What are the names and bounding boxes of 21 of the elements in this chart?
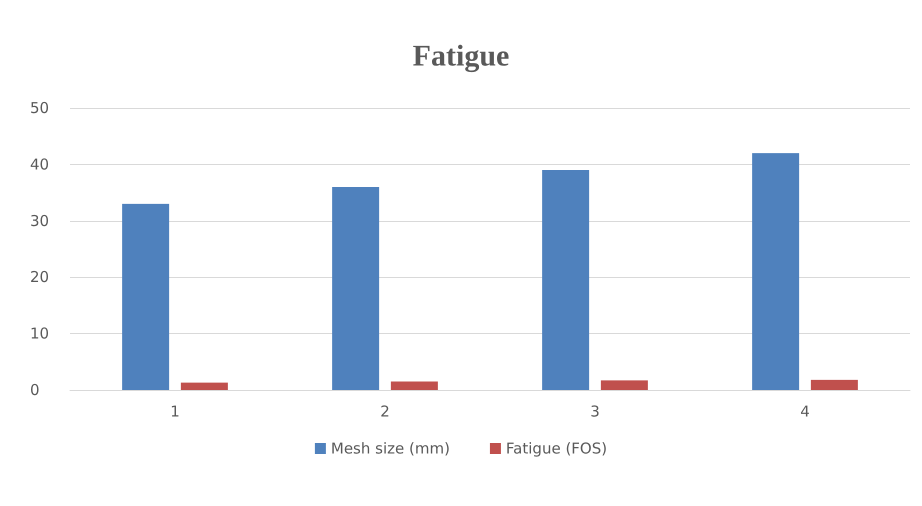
chart-title: Fatigue [412, 40, 510, 72]
bar [542, 170, 590, 390]
x-tick-label: 2 [380, 402, 390, 420]
legend-label: Mesh size (mm) [330, 440, 450, 458]
bar [600, 380, 648, 390]
y-tick-label: 0 [30, 381, 40, 399]
x-tick-label: 1 [170, 402, 180, 420]
y-tick-label: 50 [30, 99, 50, 117]
x-tick-label: 3 [590, 402, 600, 420]
bar [180, 382, 228, 390]
x-tick-label: 4 [800, 402, 810, 420]
y-tick-label: 10 [30, 324, 50, 343]
y-tick-label: 30 [30, 212, 50, 230]
bar [332, 186, 380, 390]
y-tick-label: 20 [30, 268, 50, 286]
y-tick-label: 40 [30, 155, 50, 174]
legend-label: Fatigue (FOS) [506, 440, 608, 458]
bar [752, 153, 800, 390]
bar [810, 380, 858, 390]
bar [122, 204, 170, 390]
bar [390, 382, 438, 390]
